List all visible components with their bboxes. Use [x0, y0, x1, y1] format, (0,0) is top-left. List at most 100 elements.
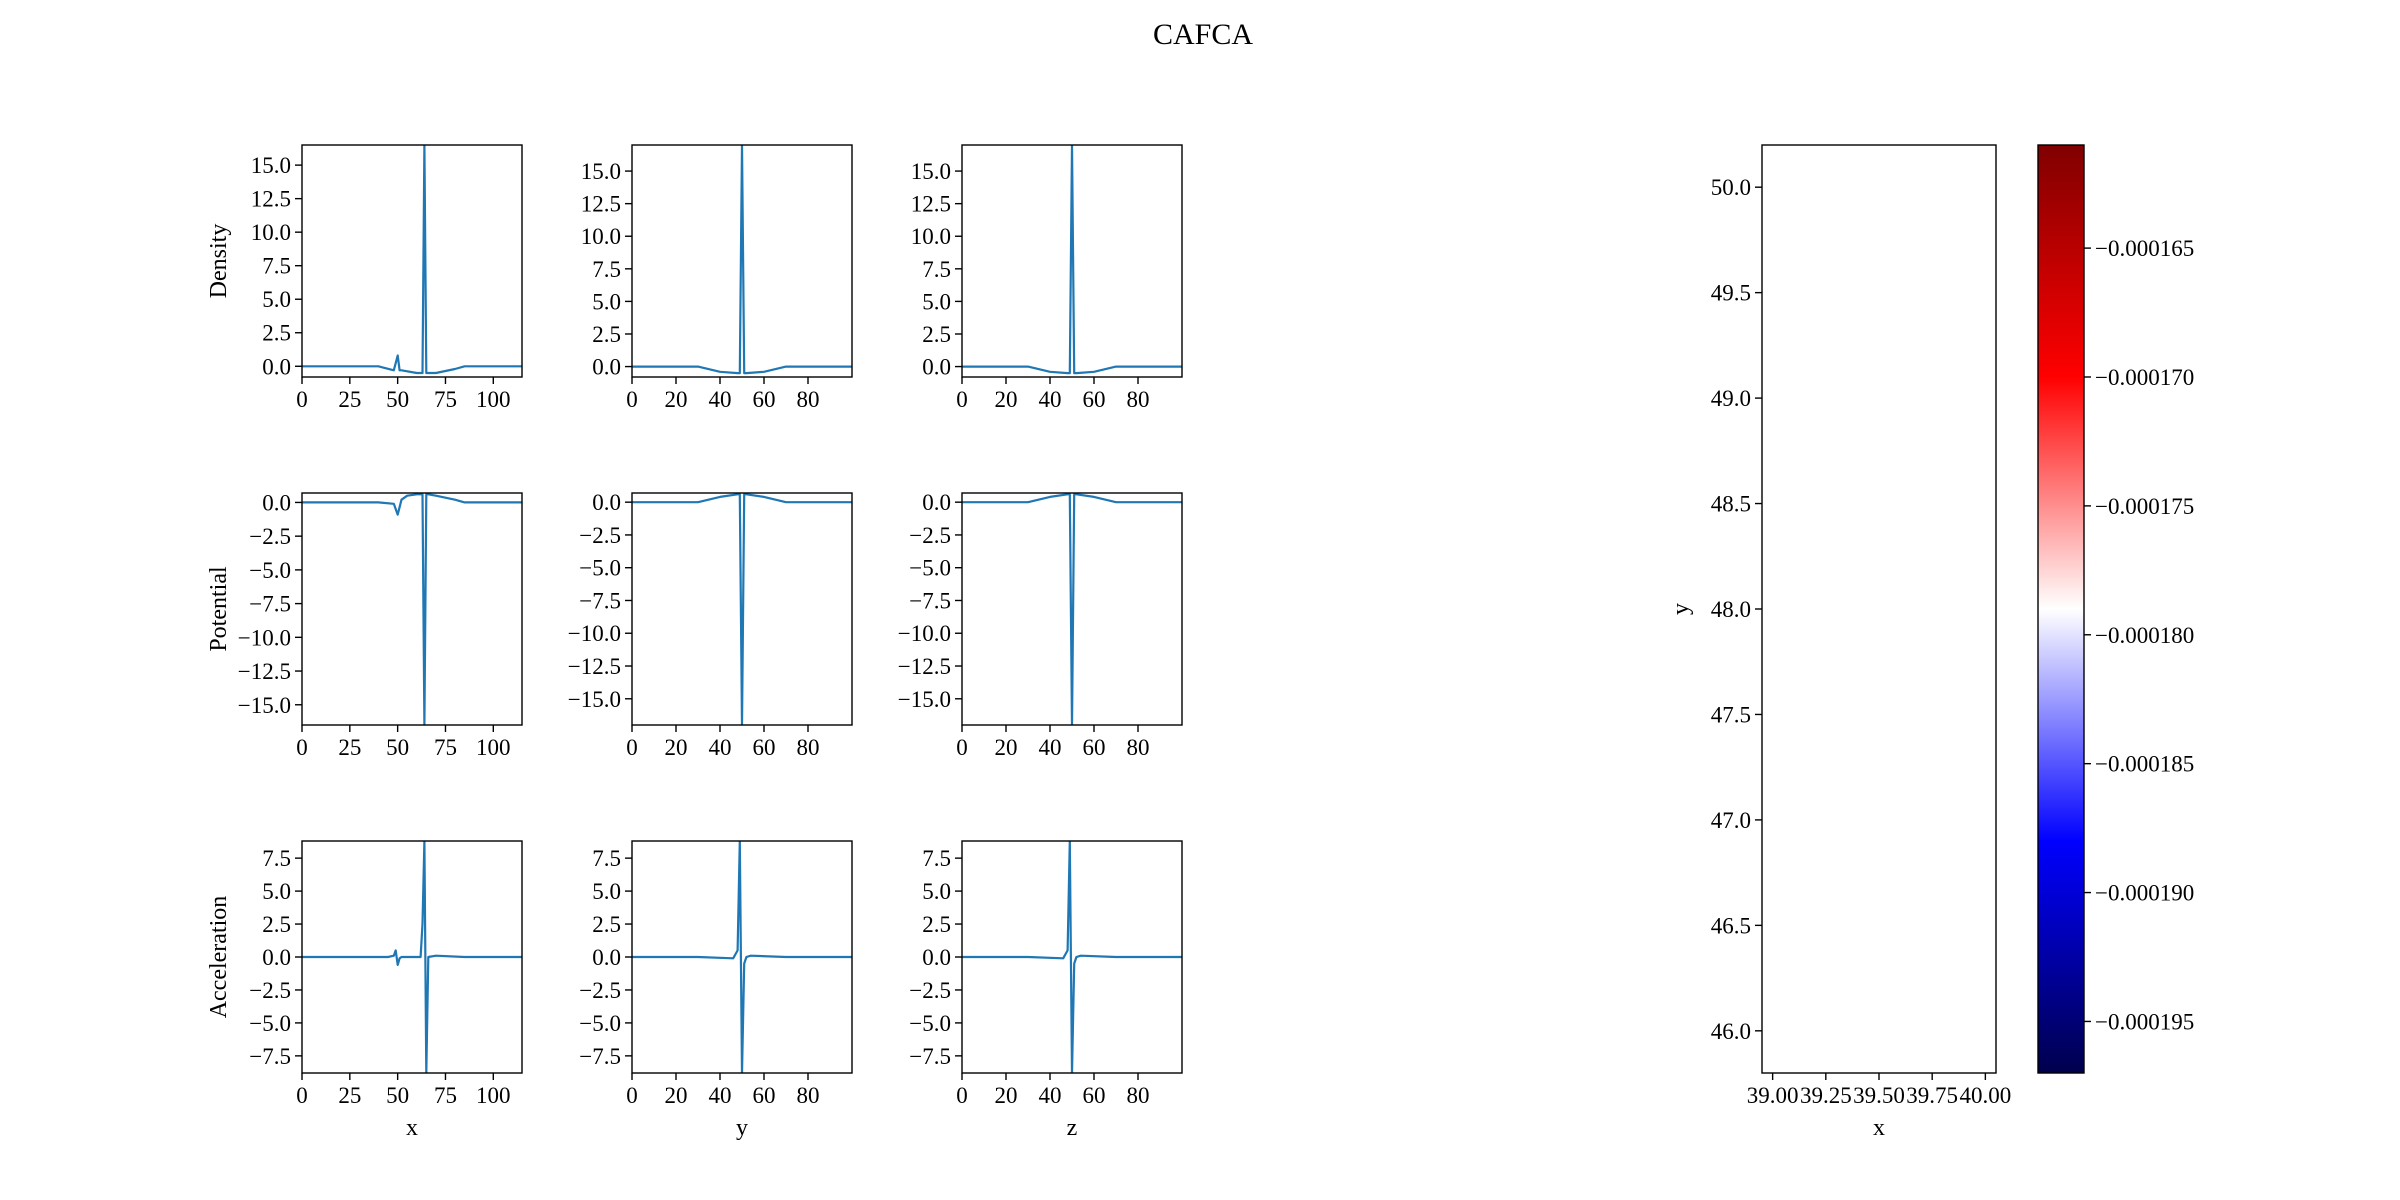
colorbar-tick-label: −0.000190	[2095, 881, 2194, 906]
y-axis-label: Potential	[206, 566, 232, 652]
y-tick-label: 0.0	[592, 490, 621, 515]
y-axis-label: Density	[206, 224, 232, 299]
x-tick-label: 75	[434, 387, 457, 412]
series-line-density-y	[632, 145, 852, 375]
y-tick-label: 7.5	[262, 254, 291, 279]
series-line-acceleration-y	[632, 841, 852, 1073]
y-tick-label: 46.0	[1711, 1019, 1751, 1044]
y-tick-label: 12.5	[911, 192, 951, 217]
colorbar-frame	[2037, 144, 2085, 1074]
x-tick-label: 39.25	[1800, 1083, 1852, 1108]
y-tick-label: 2.5	[262, 321, 291, 346]
y-tick-label: −10.0	[238, 625, 291, 650]
y-tick-label: −10.0	[568, 621, 621, 646]
y-tick-label: 15.0	[251, 153, 291, 178]
y-tick-label: −5.0	[909, 556, 951, 581]
y-tick-label: 7.5	[922, 257, 951, 282]
x-axis-label: z	[1067, 1115, 1078, 1141]
x-tick-label: 0	[626, 735, 638, 760]
y-tick-label: 49.5	[1711, 281, 1751, 306]
y-tick-label: −5.0	[249, 558, 291, 583]
y-tick-label: 48.5	[1711, 492, 1751, 517]
x-tick-label: 50	[386, 1083, 409, 1108]
x-tick-label: 60	[753, 735, 776, 760]
x-tick-label: 25	[338, 1083, 361, 1108]
colorbar-tick-label: −0.000185	[2095, 752, 2194, 777]
y-tick-label: −7.5	[909, 1044, 951, 1069]
x-tick-label: 39.50	[1853, 1083, 1905, 1108]
x-tick-label: 0	[956, 387, 968, 412]
x-axis-label: x	[406, 1115, 418, 1141]
series-line-potential-y	[632, 493, 852, 725]
y-tick-label: −12.5	[898, 654, 951, 679]
x-tick-label: 80	[797, 387, 820, 412]
y-tick-label: 0.0	[922, 490, 951, 515]
colorbar-tick-label: −0.000175	[2095, 494, 2194, 519]
x-tick-label: 60	[1083, 387, 1106, 412]
x-tick-label: 40.00	[1959, 1083, 2011, 1108]
y-tick-label: 2.5	[592, 322, 621, 347]
axes-frame	[961, 492, 1183, 726]
subplot-acceleration-z: 0 20 40 60 80 7.5 5.0 2.5 0.0 −2.5 −5.0 −7.5 z	[909, 840, 1183, 1141]
series-line-potential-x	[302, 493, 522, 725]
subplot-potential-z: 0 20 40 60 80 0.0 −2.5 −5.0 −7.5 −10.0 −12.5 −15.0	[898, 490, 1183, 760]
x-tick-label: 25	[338, 387, 361, 412]
x-tick-label: 80	[1127, 1083, 1150, 1108]
axes-frame	[301, 492, 523, 726]
y-tick-label: 2.5	[592, 912, 621, 937]
x-tick-label: 100	[476, 1083, 511, 1108]
y-tick-label: 2.5	[922, 912, 951, 937]
series-line-density-x	[302, 145, 522, 375]
y-tick-label: −5.0	[579, 556, 621, 581]
heatmap-area	[1762, 145, 1996, 1073]
y-tick-label: 49.0	[1711, 386, 1751, 411]
y-tick-label: −5.0	[579, 1011, 621, 1036]
subplot-density-y: 0 20 40 60 80 0.0 2.5 5.0 7.5 10.0 12.5 15.0	[581, 144, 853, 412]
x-tick-label: 0	[296, 1083, 308, 1108]
y-tick-label: −12.5	[568, 654, 621, 679]
axes-frame	[631, 492, 853, 726]
y-tick-label: 5.0	[262, 879, 291, 904]
y-tick-label: 10.0	[581, 224, 621, 249]
y-axis-label: y	[1668, 603, 1694, 615]
y-tick-label: 7.5	[262, 846, 291, 871]
x-tick-label: 40	[1039, 735, 1062, 760]
y-tick-label: 50.0	[1711, 175, 1751, 200]
y-tick-label: 47.0	[1711, 808, 1751, 833]
y-tick-label: −2.5	[579, 523, 621, 548]
series-line-density-z	[962, 145, 1182, 375]
x-tick-label: 60	[753, 1083, 776, 1108]
x-tick-label: 75	[434, 1083, 457, 1108]
series-line-acceleration-z	[962, 841, 1182, 1073]
y-tick-label: 5.0	[922, 879, 951, 904]
y-tick-label: 15.0	[581, 159, 621, 184]
x-tick-label: 40	[709, 735, 732, 760]
y-tick-label: 12.5	[581, 192, 621, 217]
x-tick-label: 20	[995, 387, 1018, 412]
subplot-density-z: 0 20 40 60 80 0.0 2.5 5.0 7.5 10.0 12.5 15.0	[911, 144, 1183, 412]
y-tick-label: 0.0	[922, 355, 951, 380]
plots-layer: 0 25 50 75 100 0.0 2.5 5.0 7.5 10.0 12.5 15.0 Densit…	[206, 144, 2194, 1141]
x-tick-label: 20	[995, 735, 1018, 760]
y-tick-label: 15.0	[911, 159, 951, 184]
subplot-acceleration-y: 0 20 40 60 80 7.5 5.0 2.5 0.0 −2.5 −5.0 −7.5 y	[579, 840, 853, 1141]
y-tick-label: −2.5	[579, 978, 621, 1003]
y-tick-label: 0.0	[592, 355, 621, 380]
y-tick-label: −7.5	[249, 592, 291, 617]
y-tick-label: −12.5	[238, 659, 291, 684]
x-tick-label: 50	[386, 387, 409, 412]
x-tick-label: 40	[709, 1083, 732, 1108]
y-tick-label: 7.5	[922, 846, 951, 871]
y-tick-label: 5.0	[262, 287, 291, 312]
x-tick-label: 40	[1039, 1083, 1062, 1108]
y-tick-label: 2.5	[262, 912, 291, 937]
y-tick-label: −2.5	[909, 523, 951, 548]
y-tick-label: 2.5	[922, 322, 951, 347]
subplot-slice-xy: 39.00 39.25 39.50 39.75 40.00 46.0 46.5 47.0 47.…	[1668, 144, 2011, 1141]
x-tick-label: 0	[626, 1083, 638, 1108]
x-tick-label: 39.75	[1906, 1083, 1958, 1108]
subplot-acceleration-x: 0 25 50 75 100 7.5 5.0 2.5 0.0 −2.5 −5.0 −7.5 Accele…	[206, 840, 523, 1141]
x-tick-label: 75	[434, 735, 457, 760]
y-tick-label: 0.0	[262, 945, 291, 970]
